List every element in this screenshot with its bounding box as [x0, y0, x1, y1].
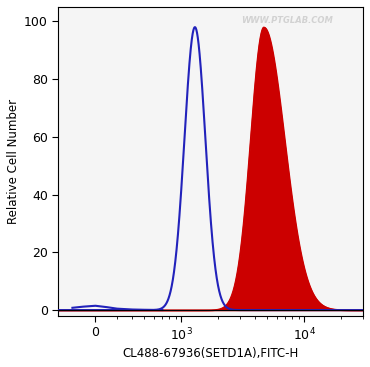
- X-axis label: CL488-67936(SETD1A),FITC-H: CL488-67936(SETD1A),FITC-H: [122, 347, 299, 360]
- Y-axis label: Relative Cell Number: Relative Cell Number: [7, 99, 20, 224]
- Text: WWW.PTGLAB.COM: WWW.PTGLAB.COM: [241, 16, 333, 25]
